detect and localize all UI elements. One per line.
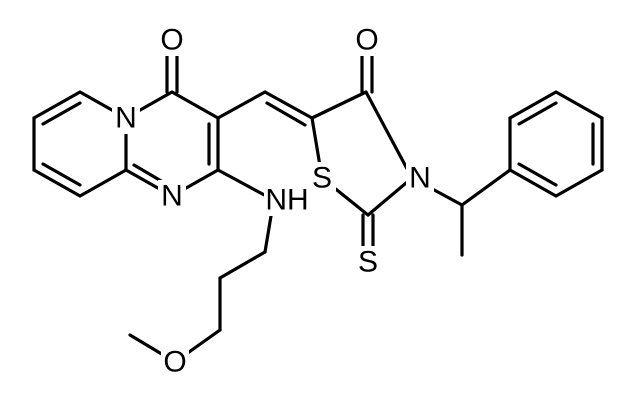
atom-label: S bbox=[358, 246, 378, 279]
atom-label: S bbox=[312, 162, 332, 195]
atom-label: N bbox=[115, 102, 137, 135]
bonds bbox=[32, 53, 604, 364]
atom-label: O bbox=[355, 24, 378, 57]
atom-labels: O N N NH O O S N S bbox=[112, 24, 434, 379]
atom-label: NH bbox=[265, 184, 308, 217]
atom-label: N bbox=[161, 180, 183, 213]
atom-label: O bbox=[163, 346, 186, 379]
atom-label: O bbox=[160, 24, 183, 57]
atom-label: N bbox=[409, 162, 431, 195]
